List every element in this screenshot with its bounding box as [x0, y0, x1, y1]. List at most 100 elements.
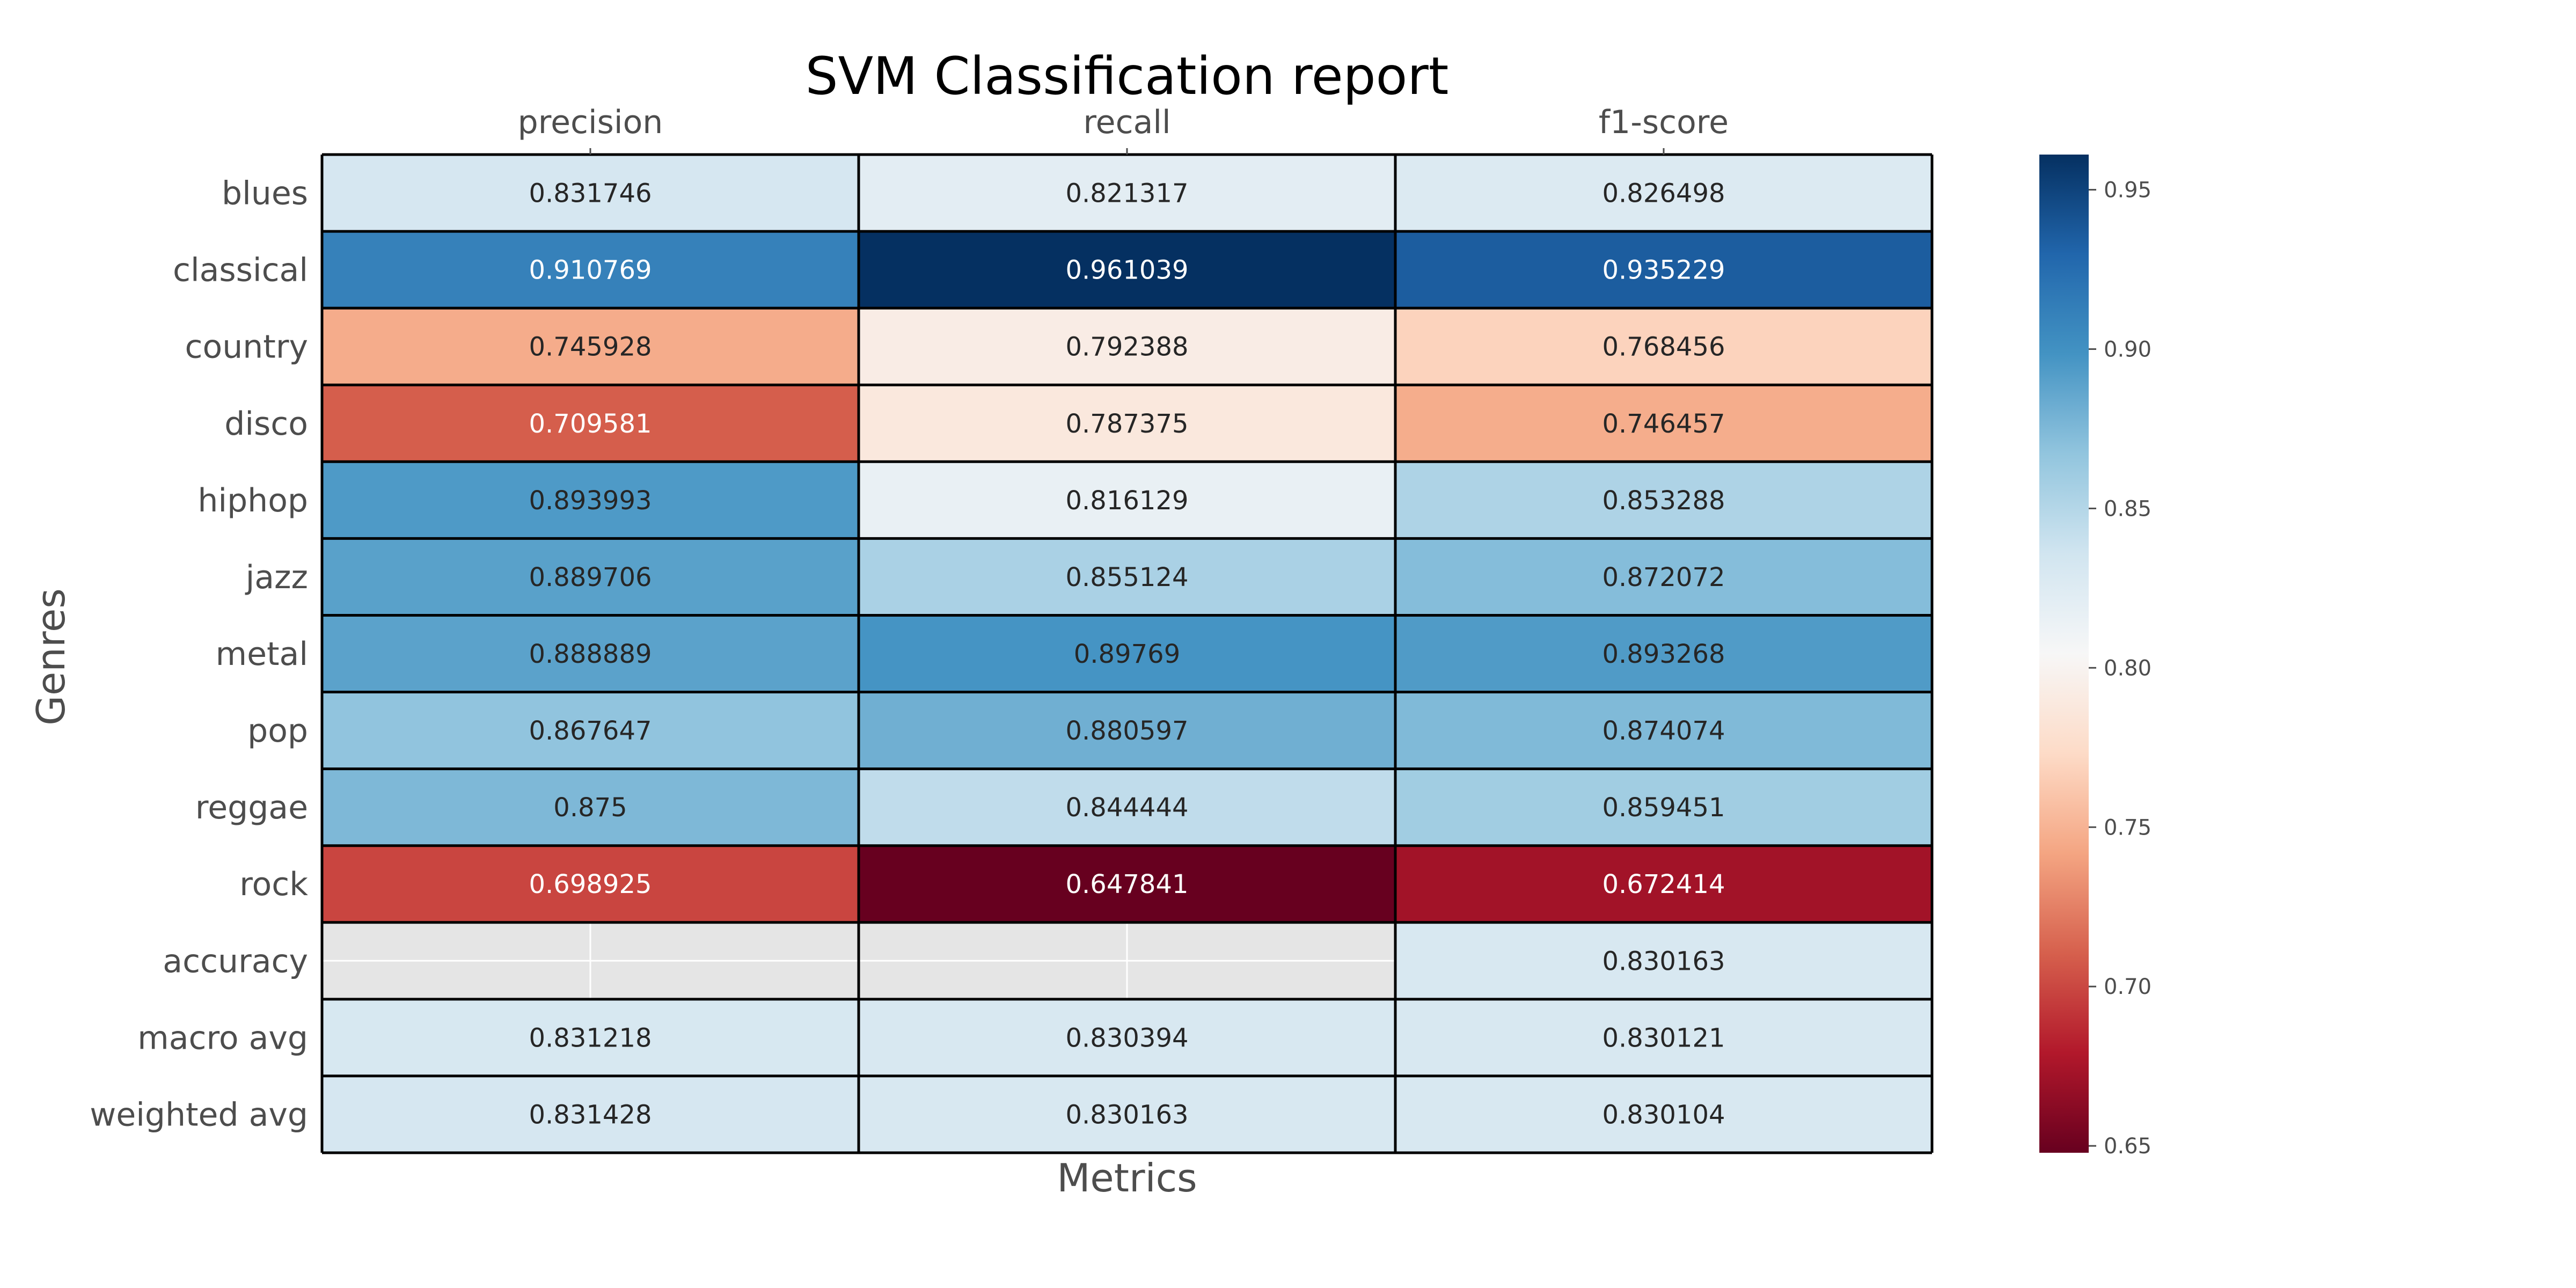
cell-value-label: 0.826498	[1602, 179, 1725, 209]
colorbar-gradient	[2039, 155, 2089, 1153]
cell-rect	[1395, 615, 1932, 692]
cell-rect	[1395, 999, 1932, 1076]
heatmap-cell: 0.867647	[322, 692, 859, 769]
cell-value-label: 0.792388	[1065, 332, 1188, 362]
cell-value-label: 0.872072	[1602, 562, 1725, 592]
heatmap-cell: 0.855124	[859, 538, 1395, 616]
y-tick-label: hiphop	[197, 482, 308, 519]
cell-value-label: 0.888889	[529, 639, 652, 669]
cell-rect	[322, 231, 859, 309]
cell-rect	[859, 1075, 1395, 1153]
y-tick-label: macro avg	[137, 1019, 308, 1057]
cell-rect	[322, 385, 859, 462]
cell-value-label: 0.698925	[529, 869, 652, 899]
cell-value-label: 0.816129	[1065, 486, 1188, 516]
colorbar-tick-label: 0.70	[2104, 975, 2151, 999]
heatmap-cell: 0.830163	[859, 1075, 1395, 1153]
colorbar-tick-label: 0.65	[2104, 1134, 2151, 1159]
heatmap-cell: 0.910769	[322, 231, 859, 309]
cell-rect	[322, 615, 859, 692]
heatmap-cells: 0.831746 0.821317 0.826498 0.910769 0.961039…	[320, 153, 1934, 1154]
heatmap-cell	[859, 922, 1395, 999]
colorbar-tick-label: 0.80	[2104, 656, 2151, 680]
cell-rect	[322, 999, 859, 1076]
heatmap-cell: 0.830121	[1395, 999, 1932, 1076]
cell-value-label: 0.787375	[1065, 409, 1188, 439]
cell-rect	[859, 845, 1395, 923]
x-tick-label: recall	[1083, 104, 1170, 141]
cell-value-label: 0.830394	[1065, 1023, 1188, 1053]
cell-value-label: 0.961039	[1065, 255, 1188, 286]
heatmap-cell: 0.831746	[322, 155, 859, 232]
cell-value-label: 0.709581	[529, 409, 652, 439]
heatmap-cell: 0.830163	[1395, 922, 1932, 999]
x-tick-labels: precision recall f1-score	[518, 104, 1729, 155]
cell-rect	[322, 462, 859, 539]
cell-rect	[1395, 845, 1932, 923]
heatmap-cell: 0.698925	[322, 845, 859, 923]
cell-rect	[322, 1075, 859, 1153]
cell-value-label: 0.830163	[1065, 1100, 1188, 1130]
y-tick-label: pop	[247, 712, 308, 750]
cell-rect	[1395, 922, 1932, 999]
heatmap-cell: 0.961039	[859, 231, 1395, 309]
x-tick-label: f1-score	[1599, 104, 1729, 141]
heatmap-cell: 0.880597	[859, 692, 1395, 769]
cell-value-label: 0.867647	[529, 716, 652, 746]
heatmap-cell: 0.935229	[1395, 231, 1932, 309]
cell-value-label: 0.935229	[1602, 255, 1725, 286]
cell-value-label: 0.768456	[1602, 332, 1725, 362]
cell-rect	[322, 845, 859, 923]
cell-rect	[859, 769, 1395, 846]
cell-value-label: 0.875	[553, 793, 627, 823]
chart-title: SVM Classification report	[806, 46, 1449, 106]
heatmap-cell: 0.831218	[322, 999, 859, 1076]
cell-rect	[1395, 692, 1932, 769]
cell-rect	[859, 308, 1395, 385]
cell-value-label: 0.830121	[1602, 1023, 1725, 1053]
heatmap-cell: 0.709581	[322, 385, 859, 462]
cell-rect	[1395, 538, 1932, 616]
x-axis-label: Metrics	[1057, 1155, 1197, 1201]
y-tick-label: country	[185, 328, 308, 366]
y-tick-label: accuracy	[163, 942, 308, 980]
cell-value-label: 0.745928	[529, 332, 652, 362]
colorbar: 0.65 0.70 0.75 0.80 0.85 0.90 0.95	[2039, 155, 2151, 1159]
heatmap-cell: 0.745928	[322, 308, 859, 385]
heatmap-cell: 0.787375	[859, 385, 1395, 462]
heatmap-cell: 0.89769	[859, 615, 1395, 692]
heatmap-cell: 0.830104	[1395, 1075, 1932, 1153]
cell-rect	[859, 462, 1395, 539]
cell-value-label: 0.844444	[1065, 793, 1188, 823]
heatmap-cell: 0.821317	[859, 155, 1395, 232]
y-tick-label: disco	[224, 405, 308, 443]
heatmap-cell: 0.768456	[1395, 308, 1932, 385]
cell-rect	[322, 692, 859, 769]
heatmap-cell: 0.875	[322, 769, 859, 846]
y-tick-label: weighted avg	[90, 1096, 308, 1133]
colorbar-tick-label: 0.85	[2104, 496, 2151, 521]
cell-rect	[859, 692, 1395, 769]
cell-rect	[1395, 385, 1932, 462]
cell-rect	[322, 538, 859, 616]
cell-value-label: 0.893993	[529, 486, 652, 516]
cell-rect	[1395, 231, 1932, 309]
cell-value-label: 0.855124	[1065, 562, 1188, 592]
cell-rect	[322, 769, 859, 846]
heatmap-cell: 0.874074	[1395, 692, 1932, 769]
colorbar-tick-label: 0.90	[2104, 337, 2151, 362]
cell-rect	[859, 385, 1395, 462]
cell-value-label: 0.893268	[1602, 639, 1725, 669]
y-tick-label: rock	[239, 866, 308, 903]
y-tick-label: metal	[216, 635, 308, 673]
cell-rect	[322, 308, 859, 385]
colorbar-tick-label: 0.95	[2104, 178, 2151, 203]
y-tick-labels: blues classical country disco hiphop jazz meta…	[90, 175, 308, 1134]
cell-value-label: 0.672414	[1602, 869, 1725, 899]
heatmap-cell: 0.872072	[1395, 538, 1932, 616]
heatmap-cell: 0.893268	[1395, 615, 1932, 692]
cell-rect	[1395, 308, 1932, 385]
heatmap-cell	[322, 922, 859, 999]
cell-value-label: 0.831746	[529, 179, 652, 209]
